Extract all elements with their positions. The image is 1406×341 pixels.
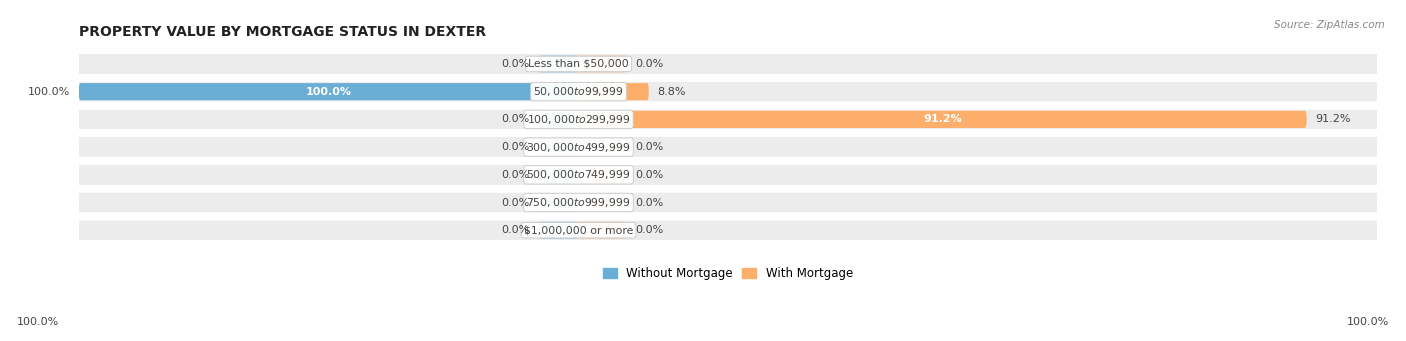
FancyBboxPatch shape: [79, 54, 1376, 74]
FancyBboxPatch shape: [578, 166, 627, 183]
FancyBboxPatch shape: [578, 222, 627, 239]
FancyBboxPatch shape: [578, 83, 648, 100]
FancyBboxPatch shape: [538, 111, 578, 128]
Text: 0.0%: 0.0%: [502, 114, 530, 124]
Text: $500,000 to $749,999: $500,000 to $749,999: [526, 168, 631, 181]
Text: 0.0%: 0.0%: [502, 142, 530, 152]
Text: 91.2%: 91.2%: [1316, 114, 1351, 124]
Text: 100.0%: 100.0%: [1347, 317, 1389, 327]
Text: 0.0%: 0.0%: [636, 59, 664, 69]
FancyBboxPatch shape: [578, 55, 627, 73]
Text: 0.0%: 0.0%: [502, 59, 530, 69]
Text: 0.0%: 0.0%: [502, 170, 530, 180]
Text: 0.0%: 0.0%: [502, 225, 530, 235]
Bar: [79, 54, 1376, 74]
Text: Source: ZipAtlas.com: Source: ZipAtlas.com: [1274, 20, 1385, 30]
FancyBboxPatch shape: [538, 55, 578, 73]
Text: 0.0%: 0.0%: [636, 170, 664, 180]
Text: 0.0%: 0.0%: [636, 142, 664, 152]
FancyBboxPatch shape: [538, 166, 578, 183]
FancyBboxPatch shape: [79, 110, 1376, 129]
Text: PROPERTY VALUE BY MORTGAGE STATUS IN DEXTER: PROPERTY VALUE BY MORTGAGE STATUS IN DEX…: [79, 25, 486, 39]
Text: 0.0%: 0.0%: [636, 225, 664, 235]
Bar: [79, 82, 1376, 101]
FancyBboxPatch shape: [578, 194, 627, 211]
FancyBboxPatch shape: [578, 111, 1306, 128]
Bar: [79, 193, 1376, 212]
FancyBboxPatch shape: [79, 83, 578, 100]
FancyBboxPatch shape: [79, 221, 1376, 240]
Text: Less than $50,000: Less than $50,000: [529, 59, 628, 69]
FancyBboxPatch shape: [79, 165, 1376, 184]
Text: $1,000,000 or more: $1,000,000 or more: [524, 225, 633, 235]
Text: 100.0%: 100.0%: [28, 87, 70, 97]
Text: 0.0%: 0.0%: [636, 197, 664, 208]
Bar: [79, 110, 1376, 129]
Text: 91.2%: 91.2%: [924, 114, 962, 124]
Text: 100.0%: 100.0%: [305, 87, 352, 97]
FancyBboxPatch shape: [538, 138, 578, 156]
Text: $100,000 to $299,999: $100,000 to $299,999: [527, 113, 630, 126]
Bar: [79, 137, 1376, 157]
Text: 8.8%: 8.8%: [658, 87, 686, 97]
FancyBboxPatch shape: [79, 82, 1376, 101]
Text: $50,000 to $99,999: $50,000 to $99,999: [533, 85, 624, 98]
FancyBboxPatch shape: [538, 194, 578, 211]
Text: 0.0%: 0.0%: [502, 197, 530, 208]
Bar: [79, 165, 1376, 184]
Text: $300,000 to $499,999: $300,000 to $499,999: [526, 140, 631, 153]
FancyBboxPatch shape: [578, 138, 627, 156]
FancyBboxPatch shape: [79, 193, 1376, 212]
Legend: Without Mortgage, With Mortgage: Without Mortgage, With Mortgage: [598, 263, 858, 285]
Text: $750,000 to $999,999: $750,000 to $999,999: [526, 196, 631, 209]
FancyBboxPatch shape: [79, 137, 1376, 157]
Text: 100.0%: 100.0%: [17, 317, 59, 327]
Bar: [79, 221, 1376, 240]
FancyBboxPatch shape: [538, 222, 578, 239]
